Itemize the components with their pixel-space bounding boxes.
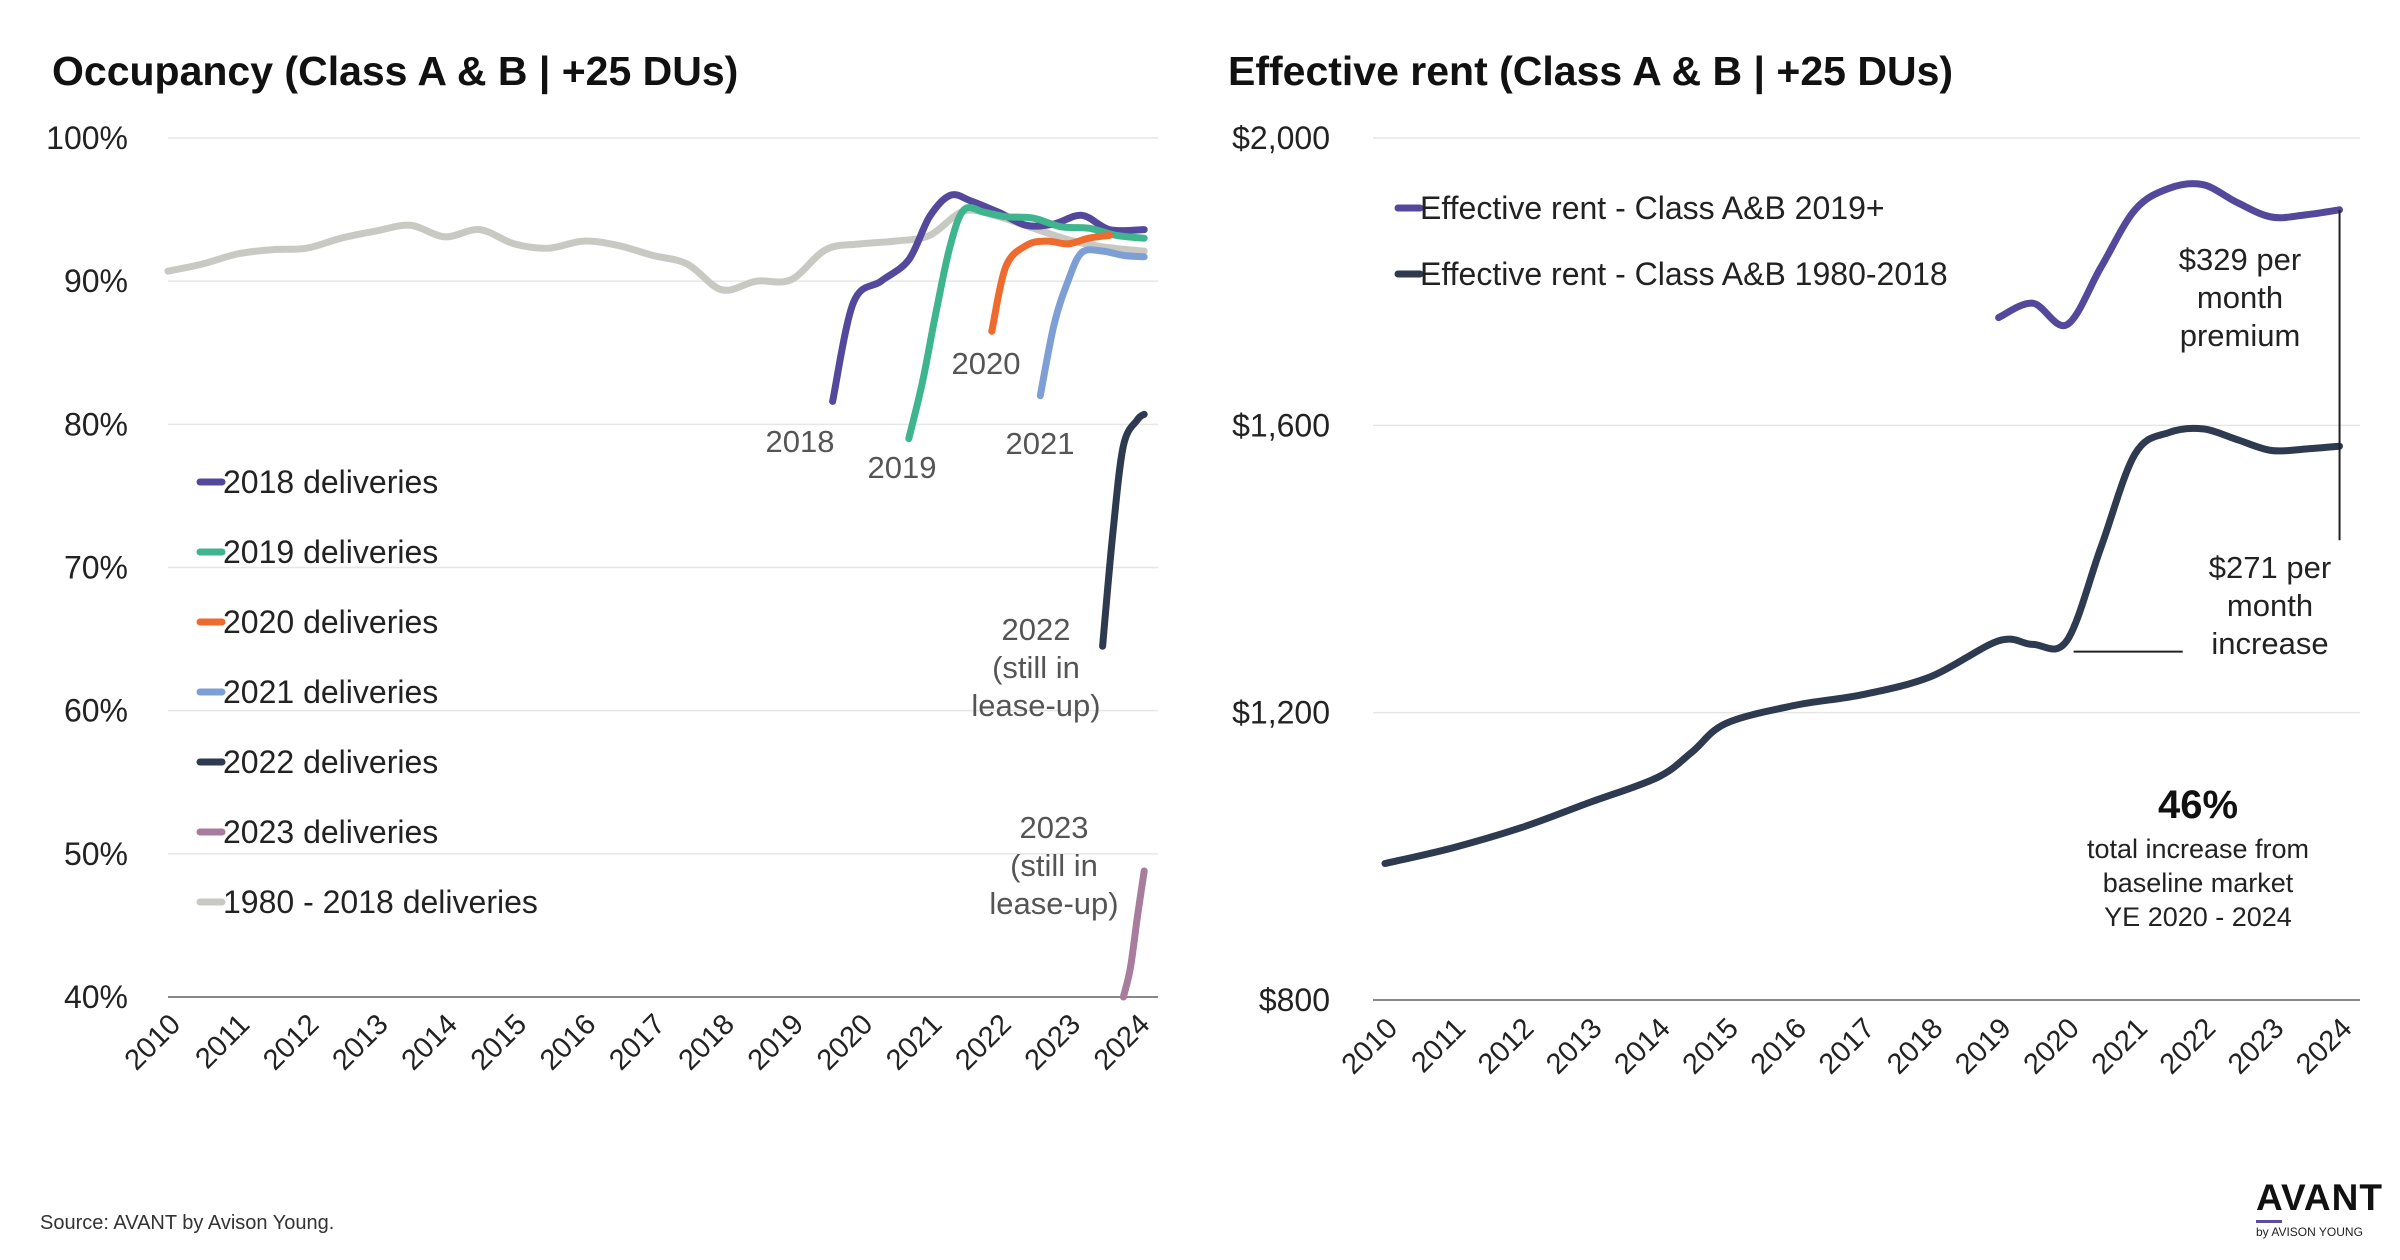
annotation-increase: month (2227, 588, 2313, 623)
rent-x-tick-label: 2018 (1881, 1012, 1949, 1080)
logo-text: AVANT (2256, 1177, 2383, 1218)
occupancy-legend-label: 2020 deliveries (223, 604, 438, 640)
annotation-2023: 2023 (1020, 810, 1089, 845)
occupancy-y-tick-label: 80% (64, 406, 128, 442)
logo-accent-bar (2256, 1220, 2282, 1223)
annotation-premium: $329 per (2179, 242, 2301, 277)
annotation-2019: 2019 (868, 450, 937, 485)
occupancy-series-line (1036, 246, 1148, 400)
occupancy-legend-label: 1980 - 2018 deliveries (223, 884, 538, 920)
annotation-2022: lease-up) (971, 688, 1100, 723)
rent-x-tick-label: 2023 (2222, 1012, 2290, 1080)
rent-series-line (1995, 180, 2343, 330)
avant-logo: AVANT by AVISON YOUNG (2256, 1178, 2386, 1248)
occupancy-series-line (905, 204, 1148, 443)
rent-y-tick-label: $800 (1259, 982, 1330, 1018)
occupancy-x-tick-label: 2017 (603, 1008, 671, 1076)
rent-x-tick-label: 2014 (1608, 1012, 1676, 1080)
occupancy-y-tick-label: 90% (64, 263, 128, 299)
rent-x-tick-label: 2015 (1677, 1012, 1745, 1080)
annotation-percent-description: total increase from (2087, 834, 2309, 864)
occupancy-series-line (1099, 410, 1148, 650)
occupancy-x-tick-label: 2011 (189, 1008, 256, 1075)
occupancy-x-tick-label: 2021 (880, 1008, 948, 1076)
rent-x-tick-label: 2010 (1336, 1012, 1404, 1080)
occupancy-legend-label: 2022 deliveries (223, 744, 438, 780)
annotation-2023: (still in (1010, 848, 1098, 883)
rent-y-tick-label: $1,200 (1232, 695, 1330, 731)
rent-y-tick-label: $2,000 (1232, 120, 1330, 156)
annotation-premium: premium (2180, 318, 2301, 353)
annotation-percent-description: YE 2020 - 2024 (2104, 902, 2292, 932)
occupancy-x-tick-label: 2022 (949, 1008, 1017, 1076)
logo-subtext: by AVISON YOUNG (2256, 1225, 2363, 1239)
occupancy-x-tick-label: 2024 (1088, 1008, 1156, 1076)
annotation-increase: $271 per (2209, 550, 2331, 585)
occupancy-series-line (829, 191, 1148, 405)
annotation-2023: lease-up) (989, 886, 1118, 921)
occupancy-legend-label: 2018 deliveries (223, 464, 438, 500)
occupancy-x-tick-label: 2013 (326, 1008, 394, 1076)
rent-x-tick-label: 2020 (2018, 1012, 2086, 1080)
rent-legend-label: Effective rent - Class A&B 1980-2018 (1420, 256, 1948, 292)
occupancy-legend-label: 2023 deliveries (223, 814, 438, 850)
rent-x-tick-label: 2012 (1472, 1012, 1540, 1080)
occupancy-x-tick-label: 2015 (465, 1008, 533, 1076)
rent-x-tick-label: 2021 (2086, 1012, 2154, 1080)
annotation-2021: 2021 (1006, 426, 1075, 461)
occupancy-x-tick-label: 2019 (742, 1008, 810, 1076)
rent-legend-label: Effective rent - Class A&B 2019+ (1420, 190, 1885, 226)
chart-title-occupancy: Occupancy (Class A & B | +25 DUs) (52, 48, 739, 94)
annotation-premium: month (2197, 280, 2283, 315)
rent-series-line (1381, 424, 2343, 867)
rent-x-tick-label: 2017 (1813, 1012, 1881, 1080)
rent-x-tick-label: 2024 (2290, 1012, 2358, 1080)
annotation-increase: increase (2211, 626, 2328, 661)
occupancy-y-tick-label: 50% (64, 836, 128, 872)
occupancy-y-tick-label: 60% (64, 693, 128, 729)
occupancy-x-tick-label: 2016 (534, 1008, 602, 1076)
annotation-percent-description: baseline market (2103, 868, 2294, 898)
occupancy-y-tick-label: 100% (46, 120, 128, 156)
rent-x-tick-label: 2022 (2154, 1012, 2222, 1080)
occupancy-series-line (988, 231, 1113, 335)
annotation-2018: 2018 (766, 424, 835, 459)
occupancy-x-tick-label: 2010 (119, 1008, 187, 1076)
occupancy-legend-label: 2019 deliveries (223, 534, 438, 570)
occupancy-y-tick-label: 70% (64, 550, 128, 586)
rent-x-tick-label: 2016 (1745, 1012, 1813, 1080)
annotation-2022: (still in (992, 650, 1080, 685)
occupancy-series-line (1119, 867, 1148, 1001)
annotation-2020: 2020 (952, 346, 1021, 381)
occupancy-series-line (164, 206, 1148, 294)
occupancy-x-tick-label: 2020 (811, 1008, 879, 1076)
rent-y-tick-label: $1,600 (1232, 407, 1330, 443)
source-note: Source: AVANT by Avison Young. (40, 1212, 335, 1234)
rent-x-tick-label: 2019 (1949, 1012, 2017, 1080)
annotation-2022: 2022 (1002, 612, 1071, 647)
occupancy-x-tick-label: 2018 (673, 1008, 741, 1076)
occupancy-x-tick-label: 2014 (396, 1008, 464, 1076)
occupancy-x-tick-label: 2012 (257, 1008, 325, 1076)
occupancy-x-tick-label: 2023 (1019, 1008, 1087, 1076)
occupancy-legend-label: 2021 deliveries (223, 674, 438, 710)
chart-title-effective-rent: Effective rent (Class A & B | +25 DUs) (1228, 48, 1954, 94)
rent-x-tick-label: 2013 (1540, 1012, 1608, 1080)
occupancy-y-tick-label: 40% (64, 979, 128, 1015)
rent-x-tick-label: 2011 (1405, 1012, 1472, 1079)
annotation-percent: 46% (2158, 783, 2238, 827)
